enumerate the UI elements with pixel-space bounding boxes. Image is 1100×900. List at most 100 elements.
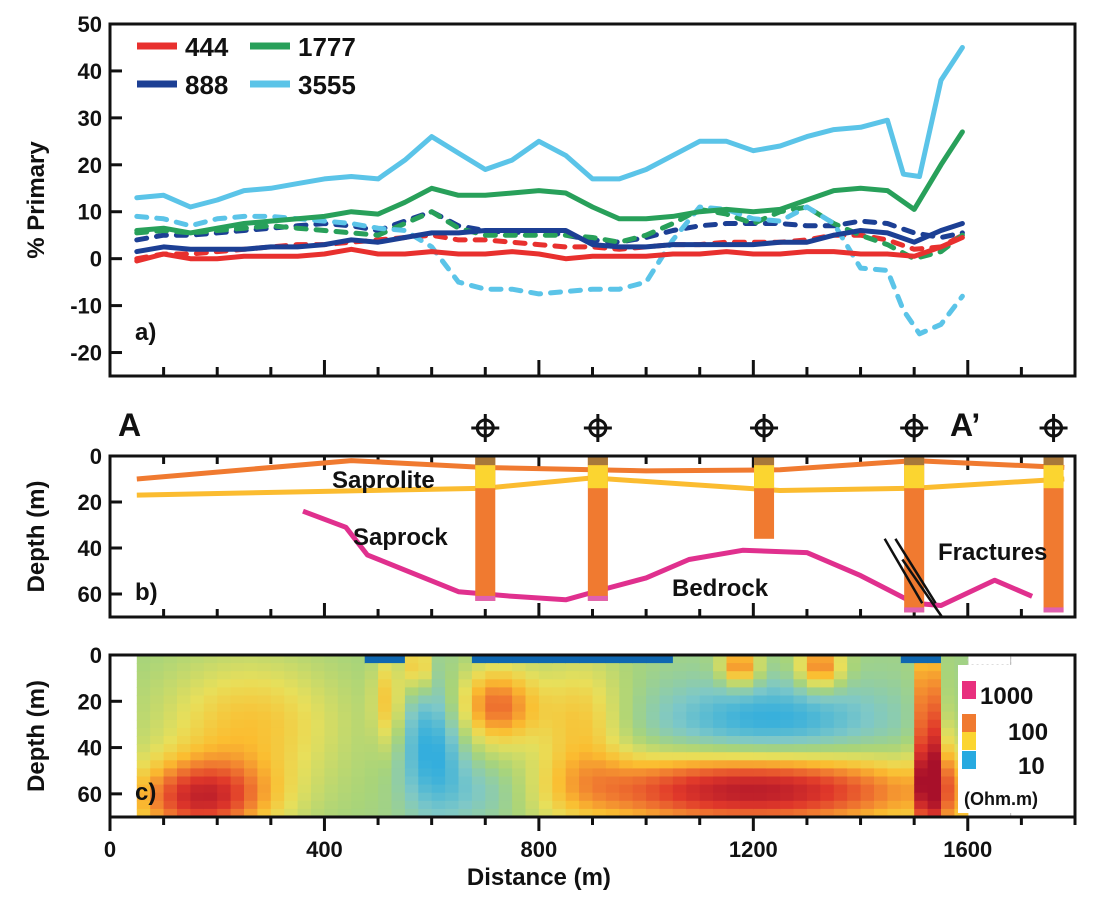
heatmap-cell bbox=[699, 784, 714, 794]
heatmap-cell bbox=[927, 776, 942, 786]
heatmap-cell bbox=[270, 687, 285, 697]
heatmap-cell bbox=[190, 784, 205, 794]
heatmap-cell bbox=[820, 655, 835, 664]
heatmap-cell bbox=[445, 671, 460, 680]
heatmap-cell bbox=[592, 663, 607, 672]
heatmap-cell bbox=[324, 719, 339, 729]
heatmap-cell bbox=[847, 808, 862, 818]
heatmap-cell bbox=[378, 727, 393, 737]
panel-a-y-tick-label: -10 bbox=[70, 294, 102, 319]
heatmap-cell bbox=[753, 711, 768, 721]
heatmap-cell bbox=[538, 736, 553, 745]
heatmap-cell bbox=[860, 671, 875, 680]
heatmap-cell bbox=[780, 768, 795, 778]
heatmap-cell bbox=[619, 792, 634, 802]
heatmap-cell bbox=[766, 671, 781, 680]
heatmap-cell bbox=[605, 800, 620, 810]
heatmap-cell bbox=[485, 695, 500, 705]
borehole-saprolite-1 bbox=[475, 465, 496, 489]
heatmap-cell bbox=[632, 679, 647, 688]
heatmap-cell bbox=[739, 671, 754, 680]
heatmap-cell bbox=[324, 655, 339, 664]
heatmap-cell bbox=[538, 711, 553, 721]
heatmap-cell bbox=[337, 776, 352, 786]
heatmap-cell bbox=[431, 808, 446, 818]
heatmap-cell bbox=[364, 671, 379, 680]
heatmap-cell bbox=[887, 776, 902, 786]
heatmap-cell bbox=[270, 703, 285, 713]
heatmap-cell bbox=[900, 784, 915, 794]
heatmap-cell bbox=[632, 727, 647, 737]
heatmap-cell bbox=[177, 752, 191, 761]
heatmap-cell bbox=[726, 719, 741, 729]
heatmap-cell bbox=[485, 727, 500, 737]
heatmap-cell bbox=[471, 744, 486, 753]
heatmap-cell bbox=[324, 695, 339, 705]
heatmap-cell bbox=[900, 808, 915, 818]
heatmap-cell bbox=[311, 776, 325, 786]
heatmap-cell bbox=[203, 744, 218, 753]
heatmap-cell bbox=[324, 671, 339, 680]
heatmap-cell bbox=[565, 695, 580, 705]
heatmap-cell bbox=[780, 711, 795, 721]
heatmap-cell bbox=[552, 695, 567, 705]
heatmap-cell bbox=[485, 655, 500, 664]
heatmap-cell bbox=[552, 663, 567, 672]
heatmap-cell bbox=[150, 744, 165, 753]
heatmap-cell bbox=[418, 776, 433, 786]
heatmap-cell bbox=[860, 776, 875, 786]
heatmap-cell bbox=[927, 808, 942, 818]
panel-a-y-tick-label: 30 bbox=[78, 106, 102, 131]
heatmap-cell bbox=[619, 784, 634, 794]
heatmap-cell bbox=[284, 768, 299, 778]
heatmap-cell bbox=[806, 703, 821, 713]
heatmap-cell bbox=[659, 776, 674, 786]
heatmap-cell bbox=[404, 687, 419, 697]
heatmap-cell bbox=[445, 760, 460, 769]
heatmap-cell bbox=[941, 727, 955, 737]
heatmap-cell bbox=[887, 679, 902, 688]
heatmap-cell bbox=[230, 727, 245, 737]
heatmap-cell bbox=[244, 776, 258, 786]
heatmap-cell bbox=[498, 784, 513, 794]
heatmap-cell bbox=[378, 687, 393, 697]
heatmap-cell bbox=[257, 784, 272, 794]
heatmap-cell bbox=[391, 752, 406, 761]
horizon-bedrock-top bbox=[302, 508, 1034, 608]
heatmap-cell bbox=[914, 752, 929, 761]
series-line-444 bbox=[134, 235, 965, 264]
heatmap-cell bbox=[619, 808, 634, 818]
heatmap-cell bbox=[445, 800, 460, 810]
heatmap-cell bbox=[847, 800, 862, 810]
heatmap-cell bbox=[793, 679, 808, 688]
heatmap-cell bbox=[297, 752, 312, 761]
heatmap-cell bbox=[177, 687, 191, 697]
heatmap-cell bbox=[619, 752, 634, 761]
heatmap-cell bbox=[324, 703, 339, 713]
heatmap-cell bbox=[820, 768, 835, 778]
heatmap-cell bbox=[686, 679, 701, 688]
heatmap-cell bbox=[565, 719, 580, 729]
heatmap-cell bbox=[284, 719, 299, 729]
heatmap-cell bbox=[244, 784, 258, 794]
heatmap-cell bbox=[257, 792, 272, 802]
heatmap-cell bbox=[659, 695, 674, 705]
heatmap-cell bbox=[270, 768, 285, 778]
heatmap-cell bbox=[820, 663, 835, 672]
panel-c-y-tick-label: 0 bbox=[90, 643, 102, 668]
heatmap-cell bbox=[619, 719, 634, 729]
heatmap-cell bbox=[726, 655, 741, 664]
heatmap-cell bbox=[605, 719, 620, 729]
heatmap-cell bbox=[538, 695, 553, 705]
heatmap-cell bbox=[833, 808, 848, 818]
heatmap-cell bbox=[378, 768, 393, 778]
heatmap-cell bbox=[458, 671, 473, 680]
heatmap-cell bbox=[431, 736, 446, 745]
heatmap-cell bbox=[136, 792, 151, 802]
heatmap-cell bbox=[579, 800, 594, 810]
heatmap-cell bbox=[887, 768, 902, 778]
heatmap-cell bbox=[619, 736, 634, 745]
legend-label-444: 444 bbox=[185, 32, 229, 62]
heatmap-cell bbox=[311, 727, 325, 737]
heatmap-cell bbox=[766, 808, 781, 818]
